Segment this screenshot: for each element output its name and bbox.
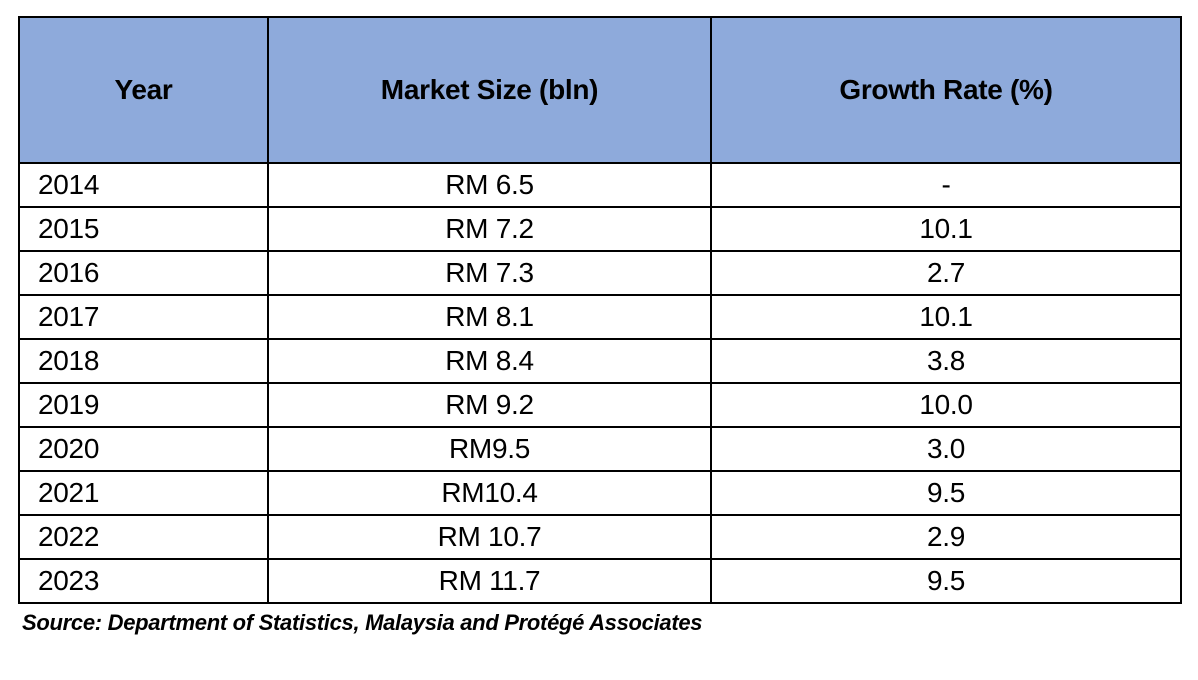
year-cell: 2017	[18, 294, 269, 340]
market-size-cell: RM9.5	[267, 426, 712, 472]
table-row: 2021 RM10.4 9.5	[18, 470, 1182, 516]
growth-rate-cell: 9.5	[710, 558, 1182, 604]
table-row: 2023 RM 11.7 9.5	[18, 558, 1182, 604]
table-row: 2022 RM 10.7 2.9	[18, 514, 1182, 560]
table-row: 2015 RM 7.2 10.1	[18, 206, 1182, 252]
source-note: Source: Department of Statistics, Malays…	[22, 610, 703, 635]
growth-rate-cell: 3.8	[710, 338, 1182, 384]
table-row: 2020 RM9.5 3.0	[18, 426, 1182, 472]
year-cell: 2023	[18, 558, 269, 604]
year-cell: 2022	[18, 514, 269, 560]
market-size-cell: RM 8.4	[267, 338, 712, 384]
market-size-cell: RM 7.2	[267, 206, 712, 252]
growth-rate-cell: -	[710, 162, 1182, 208]
table-row: 2016 RM 7.3 2.7	[18, 250, 1182, 296]
year-cell: 2019	[18, 382, 269, 428]
column-header-year: Year	[18, 16, 269, 164]
market-size-cell: RM10.4	[267, 470, 712, 516]
growth-rate-cell: 9.5	[710, 470, 1182, 516]
growth-rate-cell: 10.1	[710, 294, 1182, 340]
year-cell: 2015	[18, 206, 269, 252]
market-size-cell: RM 8.1	[267, 294, 712, 340]
growth-rate-cell: 10.1	[710, 206, 1182, 252]
table-row: 2018 RM 8.4 3.8	[18, 338, 1182, 384]
table-row: 2014 RM 6.5 -	[18, 162, 1182, 208]
growth-rate-cell: 10.0	[710, 382, 1182, 428]
table-row: 2019 RM 9.2 10.0	[18, 382, 1182, 428]
market-size-cell: RM 6.5	[267, 162, 712, 208]
year-cell: 2016	[18, 250, 269, 296]
header-row: Year Market Size (bln) Growth Rate (%)	[18, 16, 1182, 164]
growth-rate-cell: 2.9	[710, 514, 1182, 560]
column-header-market-size: Market Size (bln)	[267, 16, 712, 164]
year-cell: 2018	[18, 338, 269, 384]
market-size-cell: RM 11.7	[267, 558, 712, 604]
growth-rate-cell: 2.7	[710, 250, 1182, 296]
year-cell: 2014	[18, 162, 269, 208]
table-row: 2017 RM 8.1 10.1	[18, 294, 1182, 340]
market-size-cell: RM 7.3	[267, 250, 712, 296]
market-size-cell: RM 10.7	[267, 514, 712, 560]
table-header: Year Market Size (bln) Growth Rate (%)	[18, 16, 1182, 164]
table-body: 2014 RM 6.5 - 2015 RM 7.2 10.1 2016 RM 7…	[18, 162, 1182, 604]
market-size-cell: RM 9.2	[267, 382, 712, 428]
market-size-table: Year Market Size (bln) Growth Rate (%) 2…	[18, 16, 1182, 604]
year-cell: 2021	[18, 470, 269, 516]
growth-rate-cell: 3.0	[710, 426, 1182, 472]
column-header-growth-rate: Growth Rate (%)	[710, 16, 1182, 164]
year-cell: 2020	[18, 426, 269, 472]
